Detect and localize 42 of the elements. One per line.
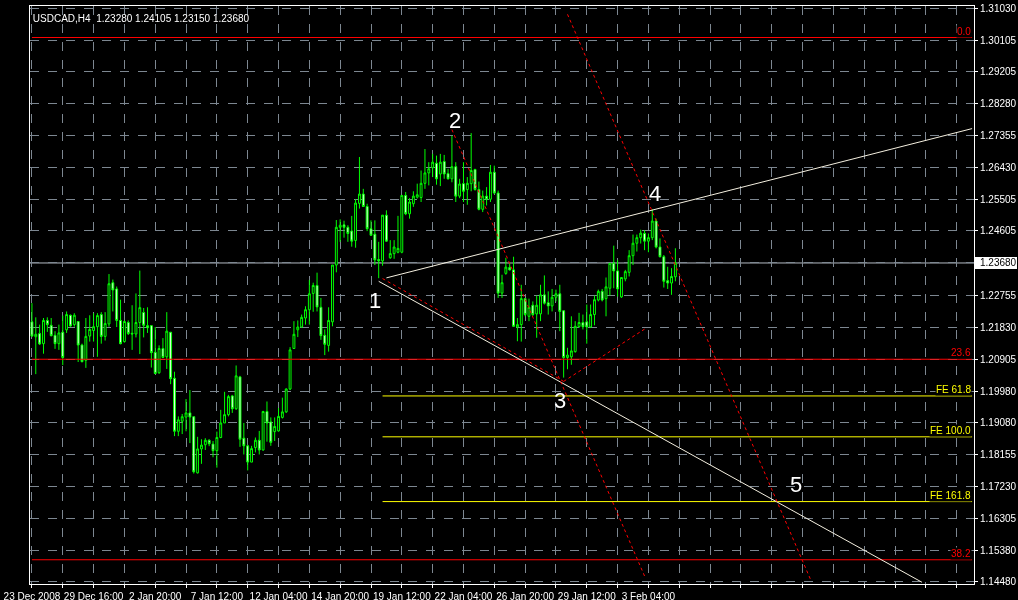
annotation: 5 [790, 472, 803, 497]
y-tick-label: 1.22755 [980, 289, 1017, 301]
series-label: 0.0 [957, 26, 972, 37]
y-tick-label: 1.26430 [980, 162, 1017, 174]
y-tick-label: 1.23680 [980, 257, 1017, 269]
y-tick-label: 1.24605 [980, 225, 1017, 237]
x-tick-label: 29 Dec 16:00 [63, 591, 124, 600]
series-label: FE 161.8 [930, 490, 972, 501]
y-tick-label: 1.20905 [980, 353, 1017, 365]
y-tick-label: 1.27355 [980, 130, 1017, 142]
x-tick-label: 29 Jan 12:00 [557, 591, 617, 600]
annotation: 4 [649, 181, 662, 206]
text: USDCAD,H4 1.23280 1.24105 1.23150 1.23680 [32, 13, 250, 24]
y-tick-label: 1.18155 [980, 448, 1017, 460]
x-tick-label: 7 Jan 12:00 [190, 591, 244, 600]
annotation: 2 [449, 108, 462, 133]
y-tick-label: 1.16305 [980, 512, 1017, 524]
y-tick-label: 1.25505 [980, 194, 1017, 206]
y-tick-label: 1.19980 [980, 385, 1017, 397]
series-label: FE 61.8 [936, 384, 972, 395]
series-label: 38.2 [951, 548, 971, 559]
annotation: 1 [369, 288, 382, 313]
x-tick-label: 22 Jan 04:00 [434, 591, 493, 600]
y-tick-label: 1.31030 [980, 2, 1017, 14]
series-label: 23.6 [951, 347, 971, 358]
x-tick-label: 12 Jan 04:00 [249, 591, 308, 600]
annotation: 3 [554, 388, 567, 413]
y-tick-label: 1.14480 [980, 576, 1017, 588]
y-tick-label: 1.21830 [980, 321, 1017, 333]
y-tick-label: 1.19080 [980, 416, 1017, 428]
x-tick-label: 2 Jan 20:00 [129, 591, 182, 600]
y-tick-label: 1.15380 [980, 544, 1017, 556]
y-tick-label: 1.29205 [980, 66, 1017, 78]
x-tick-label: 23 Dec 2008 [3, 591, 61, 600]
series-label: FE 100.0 [930, 425, 972, 436]
x-tick-label: 14 Jan 20:00 [311, 591, 370, 600]
y-tick-label: 1.30105 [980, 34, 1017, 46]
x-tick-label: 19 Jan 12:00 [372, 591, 432, 600]
x-tick-label: 3 Feb 04:00 [621, 591, 676, 600]
y-tick-label: 1.28280 [980, 98, 1017, 110]
y-tick-label: 1.17230 [980, 480, 1017, 492]
x-tick-label: 26 Jan 20:00 [496, 591, 555, 600]
